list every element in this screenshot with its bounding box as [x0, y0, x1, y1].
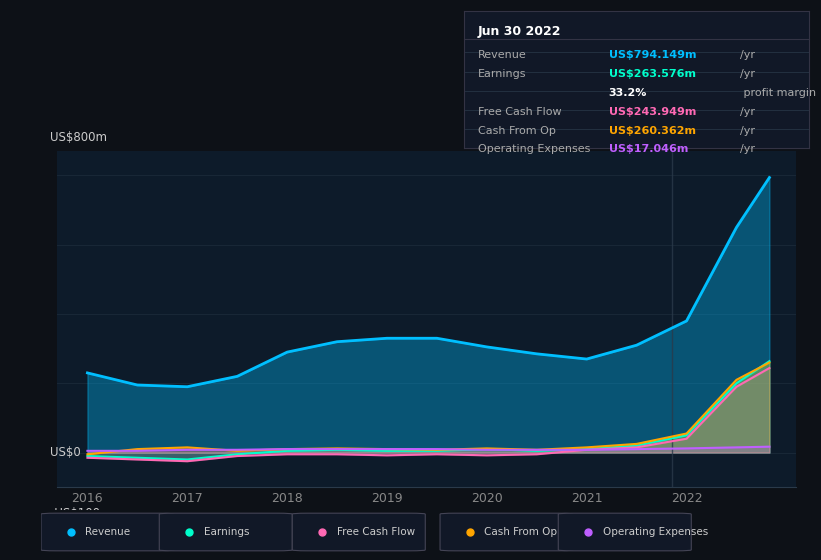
Text: /yr: /yr	[740, 144, 754, 155]
Text: US$794.149m: US$794.149m	[608, 50, 696, 59]
Text: US$260.362m: US$260.362m	[608, 127, 695, 137]
Text: US$263.576m: US$263.576m	[608, 69, 695, 79]
Text: /yr: /yr	[740, 50, 754, 59]
Text: 33.2%: 33.2%	[608, 88, 647, 98]
Text: US$800m: US$800m	[50, 132, 107, 144]
Text: /yr: /yr	[740, 127, 754, 137]
Text: US$17.046m: US$17.046m	[608, 144, 688, 155]
Text: US$243.949m: US$243.949m	[608, 108, 696, 117]
Text: profit margin: profit margin	[740, 88, 816, 98]
Text: -US$100m: -US$100m	[50, 507, 112, 520]
Text: Free Cash Flow: Free Cash Flow	[337, 527, 415, 537]
FancyBboxPatch shape	[41, 513, 174, 551]
Text: /yr: /yr	[740, 69, 754, 79]
Text: Earnings: Earnings	[204, 527, 249, 537]
Text: Cash From Op: Cash From Op	[484, 527, 557, 537]
Text: Free Cash Flow: Free Cash Flow	[478, 108, 562, 117]
Text: Operating Expenses: Operating Expenses	[478, 144, 590, 155]
FancyBboxPatch shape	[558, 513, 691, 551]
Text: Revenue: Revenue	[85, 527, 131, 537]
FancyBboxPatch shape	[440, 513, 573, 551]
FancyBboxPatch shape	[292, 513, 425, 551]
Text: Jun 30 2022: Jun 30 2022	[478, 25, 562, 38]
FancyBboxPatch shape	[159, 513, 292, 551]
Text: Cash From Op: Cash From Op	[478, 127, 556, 137]
Text: Revenue: Revenue	[478, 50, 526, 59]
Text: /yr: /yr	[740, 108, 754, 117]
Text: Earnings: Earnings	[478, 69, 526, 79]
Text: Operating Expenses: Operating Expenses	[603, 527, 708, 537]
Text: US$0: US$0	[50, 446, 80, 459]
